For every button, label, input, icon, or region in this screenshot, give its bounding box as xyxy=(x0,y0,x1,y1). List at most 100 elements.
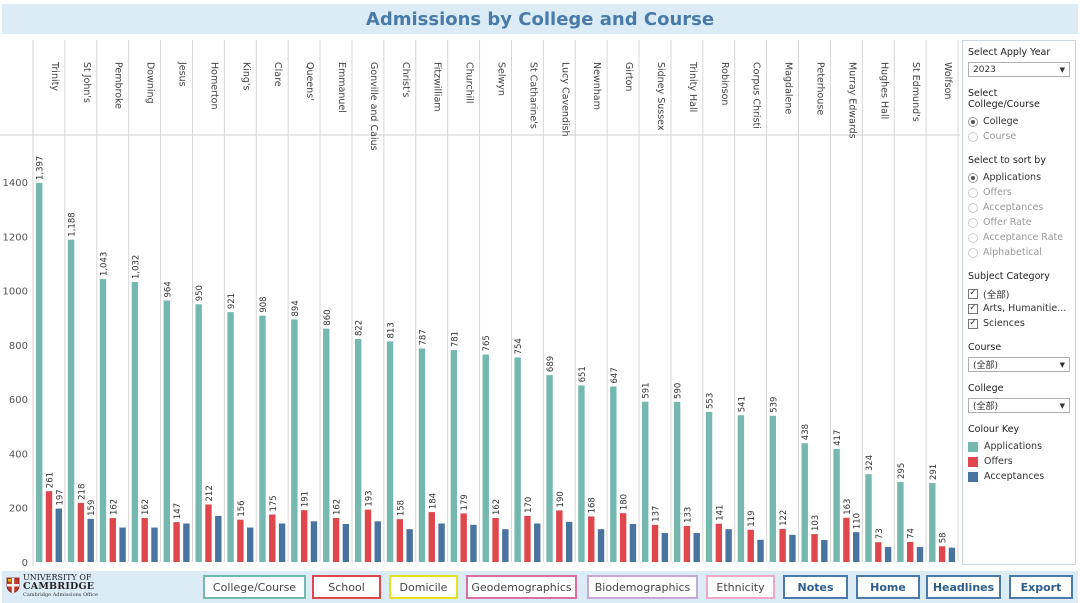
college-course-filter: Select College/Course College Course xyxy=(968,88,1070,144)
nav-button-export[interactable]: Export xyxy=(1009,575,1073,599)
subject-category-option[interactable]: ✓ (全部) xyxy=(968,286,1070,301)
apply-year-value: 2023 xyxy=(973,64,996,75)
data-label: 822 xyxy=(355,320,365,336)
data-label: 162 xyxy=(333,499,343,515)
bar-applications xyxy=(450,350,458,562)
course-dropdown[interactable]: (全部) ▼ xyxy=(968,357,1070,372)
colour-key-label: Acceptances xyxy=(984,471,1045,482)
bar-offers xyxy=(141,518,148,562)
bar-applications xyxy=(67,239,75,562)
colour-key-item: Offers xyxy=(968,454,1070,469)
bar-applications xyxy=(737,415,745,562)
y-tick-label: 200 xyxy=(9,504,28,515)
data-label: 218 xyxy=(77,484,87,500)
bar-acceptances xyxy=(183,523,190,562)
apply-year-dropdown[interactable]: 2023 ▼ xyxy=(968,62,1070,77)
sort-by-option-label: Alphabetical xyxy=(983,247,1042,258)
sort-by-option-offers[interactable]: Offers xyxy=(968,185,1070,200)
bar-acceptances xyxy=(757,539,764,562)
bar-acceptances xyxy=(948,547,956,562)
bar-acceptances xyxy=(853,532,860,562)
college-dropdown[interactable]: (全部) ▼ xyxy=(968,398,1070,413)
chevron-down-icon: ▼ xyxy=(1059,360,1065,369)
admissions-bar-chart: 0 200 400 600 800 1000 1200 1400 Trinity 1,397 261… xyxy=(0,40,960,568)
nav-button-notes[interactable]: Notes xyxy=(783,575,848,599)
bar-offers xyxy=(173,522,180,562)
bar-applications xyxy=(418,348,426,562)
data-label: 162 xyxy=(141,499,151,515)
nav-button-home[interactable]: Home xyxy=(856,575,920,599)
radio-button[interactable] xyxy=(968,187,978,198)
x-tick-label: Peterhouse xyxy=(814,62,825,115)
subject-category-label: (全部) xyxy=(983,289,1010,301)
data-label: 261 xyxy=(46,472,56,488)
nav-button-domicile[interactable]: Domicile xyxy=(389,575,458,599)
data-label: 295 xyxy=(897,463,907,479)
x-tick-label: Corpus Christi xyxy=(751,62,762,129)
data-label: 950 xyxy=(195,285,205,301)
sort-by-option-offer-rate[interactable]: Offer Rate xyxy=(968,215,1070,230)
x-tick-label: St Catharine's xyxy=(527,62,538,129)
bar-acceptances xyxy=(693,532,700,562)
bar-acceptances xyxy=(916,547,924,562)
nav-button-college-course[interactable]: College/Course xyxy=(203,575,306,599)
bar-acceptances xyxy=(151,527,158,562)
x-tick-label: Queens' xyxy=(304,62,315,101)
colour-key: Colour Key Applications Offers Acceptances xyxy=(968,424,1070,484)
bar-acceptances xyxy=(597,529,605,562)
bar-offers xyxy=(715,523,723,562)
radio-button[interactable] xyxy=(968,172,978,183)
radio-button[interactable] xyxy=(968,247,978,258)
x-tick-label: Murray Edwards xyxy=(846,62,857,139)
bar-offers xyxy=(875,542,882,562)
sort-by-option-applications[interactable]: Applications xyxy=(968,170,1070,185)
nav-button-ethnicity[interactable]: Ethnicity xyxy=(706,575,775,599)
checkbox[interactable]: ✓ xyxy=(968,318,978,329)
data-label: 1,397 xyxy=(36,156,46,180)
bar-applications xyxy=(929,483,936,562)
college-course-option-college[interactable]: College xyxy=(968,114,1070,129)
nav-button-school[interactable]: School xyxy=(312,575,381,599)
radio-button[interactable] xyxy=(968,232,978,243)
nav-button-headlines[interactable]: Headlines xyxy=(926,575,1001,599)
bar-acceptances xyxy=(87,518,94,562)
data-label: 158 xyxy=(396,500,406,516)
apply-year-heading: Select Apply Year xyxy=(968,47,1051,58)
college-course-option-course[interactable]: Course xyxy=(968,129,1070,144)
bar-acceptances xyxy=(438,523,445,562)
bar-offers xyxy=(811,534,818,562)
subject-category-label: Sciences xyxy=(983,318,1025,329)
nav-button-biodemographics[interactable]: Biodemographics xyxy=(587,575,698,599)
bar-offers xyxy=(524,515,531,562)
bar-offers xyxy=(938,546,946,562)
sort-by-option-acceptances[interactable]: Acceptances xyxy=(968,200,1070,215)
radio-button[interactable] xyxy=(968,217,978,228)
sort-by-option-label: Offers xyxy=(983,187,1012,198)
radio-button[interactable] xyxy=(968,202,978,213)
sort-by-option-alphabetical[interactable]: Alphabetical xyxy=(968,245,1070,260)
university-logo[interactable]: UNIVERSITY OF CAMBRIDGE Cambridge Admiss… xyxy=(6,574,98,598)
sort-by-option-acceptance-rate[interactable]: Acceptance Rate xyxy=(968,230,1070,245)
radio-button[interactable] xyxy=(968,116,978,127)
x-tick-label: Downing xyxy=(145,62,156,104)
checkbox[interactable]: ✓ xyxy=(968,303,978,314)
sort-by-heading: Select to sort by xyxy=(968,155,1046,166)
college-value: (全部) xyxy=(973,402,999,412)
subject-category-option[interactable]: ✓ Sciences xyxy=(968,316,1070,331)
subject-category-option[interactable]: ✓ Arts, Humanitie... xyxy=(968,301,1070,316)
checkbox[interactable]: ✓ xyxy=(968,288,978,299)
x-tick-label: Selwyn xyxy=(496,62,507,96)
x-tick-label: Newnham xyxy=(591,62,602,110)
data-label: 197 xyxy=(55,489,65,505)
colour-key-label: Applications xyxy=(984,441,1043,452)
bar-offers xyxy=(77,502,85,562)
x-tick-label: Magdalene xyxy=(783,62,794,114)
bar-offers xyxy=(747,529,754,562)
bar-offers xyxy=(205,504,212,562)
data-label: 58 xyxy=(939,532,949,543)
data-label: 781 xyxy=(450,331,460,347)
nav-button-geodemographics[interactable]: Geodemographics xyxy=(466,575,577,599)
radio-button[interactable] xyxy=(968,131,978,142)
x-tick-label: Churchill xyxy=(464,62,475,104)
data-label: 74 xyxy=(907,528,917,539)
